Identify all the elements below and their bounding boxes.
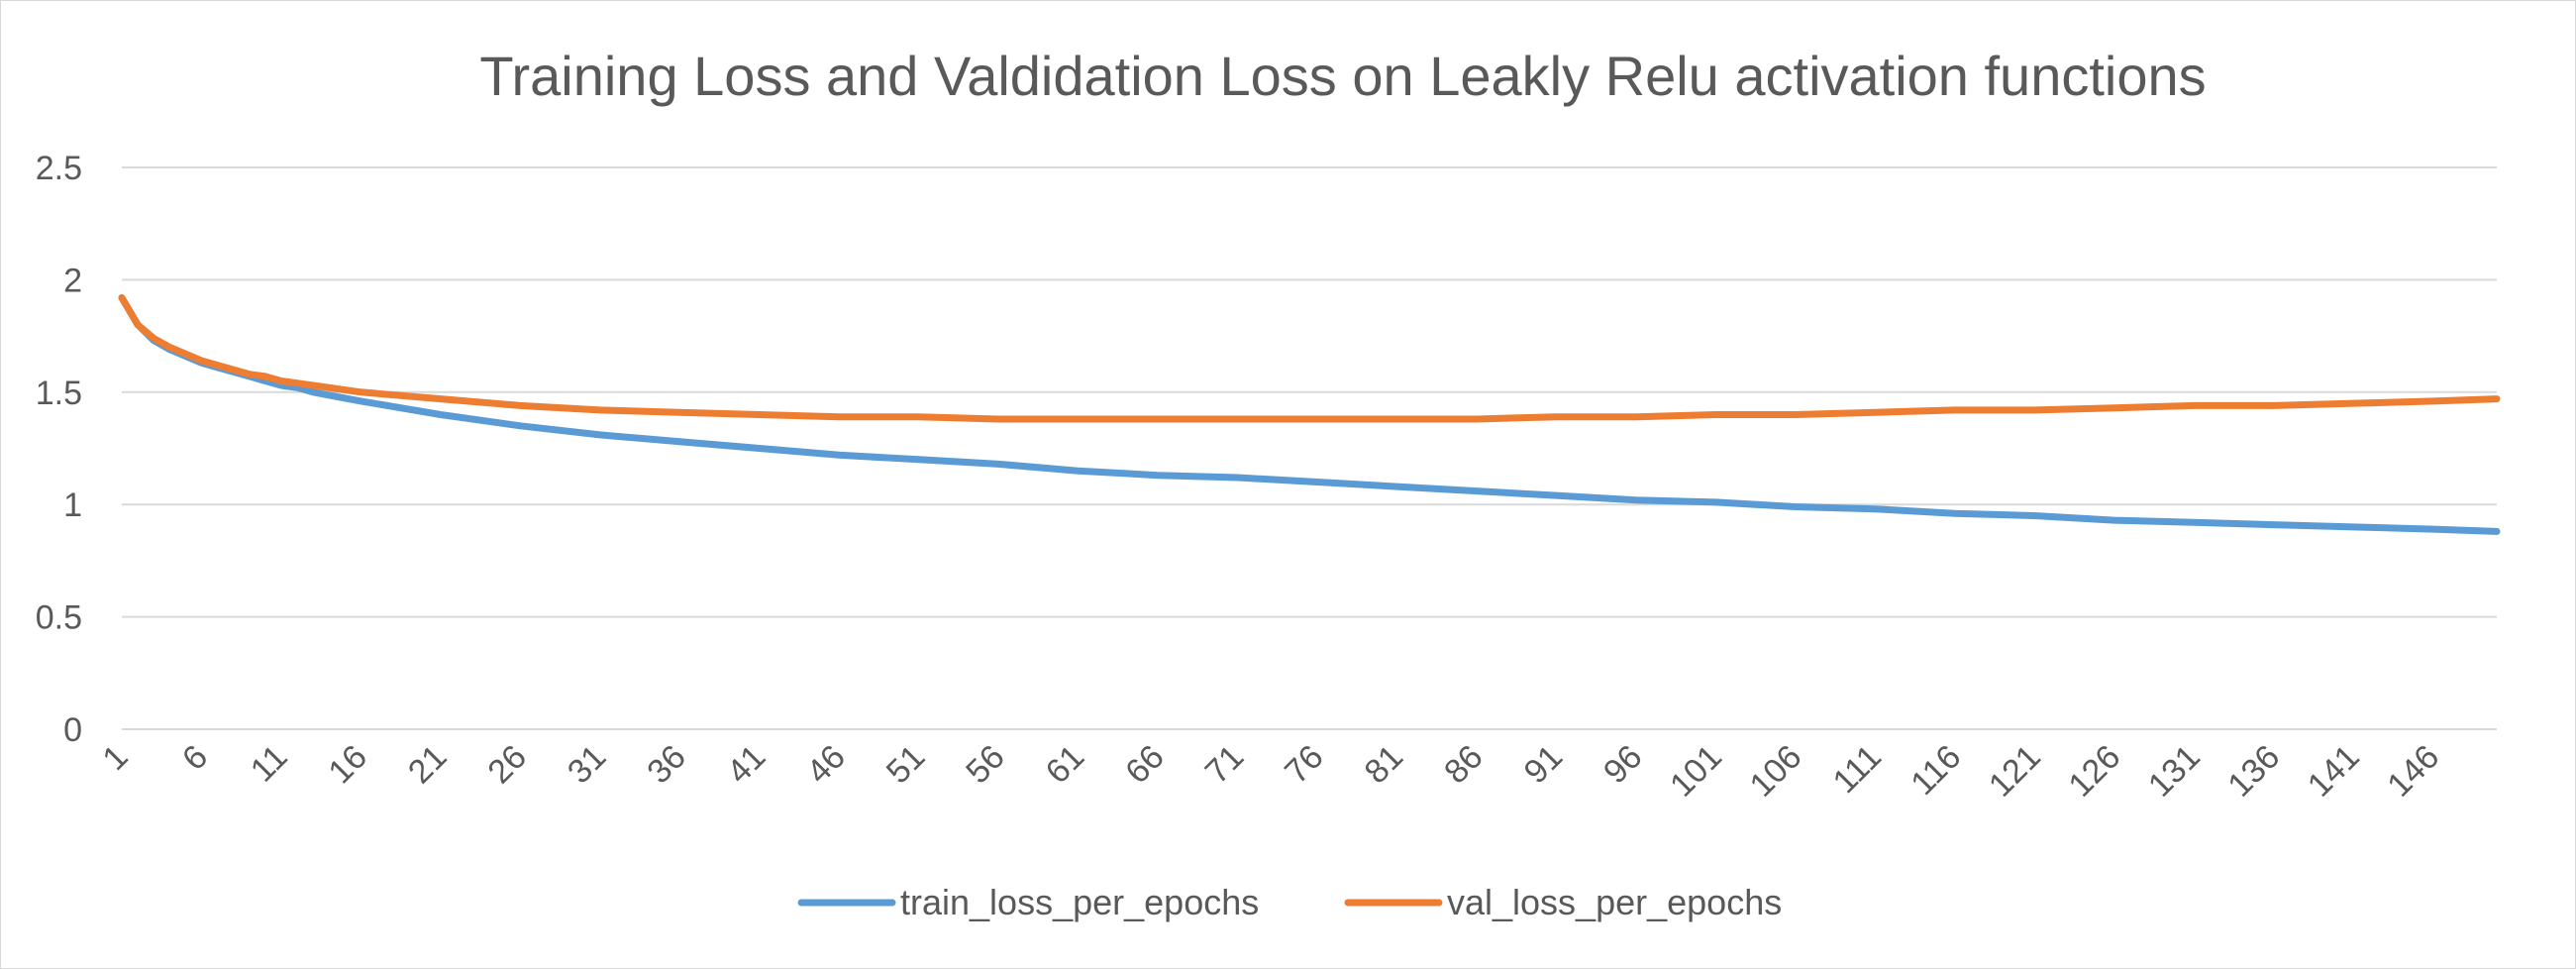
legend-label: val_loss_per_epochs <box>1447 882 1782 922</box>
x-tick-label: 106 <box>1743 738 1809 805</box>
y-tick-label: 0.5 <box>36 599 82 637</box>
x-tick-label: 96 <box>1597 738 1650 792</box>
x-tick-label: 101 <box>1663 738 1729 805</box>
x-tick-label: 76 <box>1278 738 1331 792</box>
x-tick-label: 66 <box>1118 738 1172 792</box>
gridlines <box>122 166 2497 730</box>
x-tick-label: 141 <box>2301 738 2367 805</box>
y-tick-label: 0 <box>63 711 82 749</box>
series-lines <box>118 294 2501 535</box>
x-tick-label: 61 <box>1039 738 1092 792</box>
x-axis-ticks: 1 6 11 16 21 26 31 36 41 46 51 56 61 66 71 76 81 86 91 96 10… <box>95 738 2446 805</box>
x-tick-label: 121 <box>1982 738 2048 805</box>
x-tick-label: 16 <box>321 738 374 792</box>
y-tick-label: 2.5 <box>36 150 82 187</box>
x-tick-label: 146 <box>2380 738 2446 805</box>
x-tick-label: 71 <box>1198 738 1252 792</box>
x-tick-label: 11 <box>244 738 295 790</box>
x-tick-label: 131 <box>2141 738 2208 805</box>
series-line-val_loss_per_epochs <box>118 294 2501 423</box>
y-tick-label: 2 <box>63 262 82 299</box>
x-tick-label: 136 <box>2220 738 2287 805</box>
chart-title: Training Loss and Valdidation Loss on Le… <box>479 45 2206 107</box>
x-tick-label: 41 <box>720 738 773 792</box>
x-tick-label: 56 <box>959 738 1012 792</box>
legend: train_loss_per_epochs val_loss_per_epochs <box>797 882 1782 922</box>
x-tick-label: 116 <box>1904 738 1968 803</box>
x-tick-label: 91 <box>1516 738 1570 792</box>
x-tick-label: 46 <box>799 738 853 792</box>
x-tick-label: 81 <box>1358 738 1411 792</box>
legend-label: train_loss_per_epochs <box>900 882 1259 922</box>
x-tick-label: 1 <box>95 738 135 778</box>
x-tick-label: 86 <box>1437 738 1491 792</box>
series-line-train_loss_per_epochs <box>118 294 2501 535</box>
x-tick-label: 26 <box>480 738 534 792</box>
x-tick-label: 6 <box>175 738 215 778</box>
y-axis-ticks: 0 0.5 1 1.5 2 2.5 <box>36 150 82 749</box>
x-tick-label: 51 <box>879 738 933 792</box>
x-tick-label: 36 <box>640 738 693 792</box>
x-tick-label: 111 <box>1826 738 1889 801</box>
x-tick-label: 21 <box>401 738 455 792</box>
x-tick-label: 126 <box>2061 738 2127 805</box>
y-tick-label: 1.5 <box>36 375 82 412</box>
y-tick-label: 1 <box>63 486 82 524</box>
x-tick-label: 31 <box>561 738 614 792</box>
